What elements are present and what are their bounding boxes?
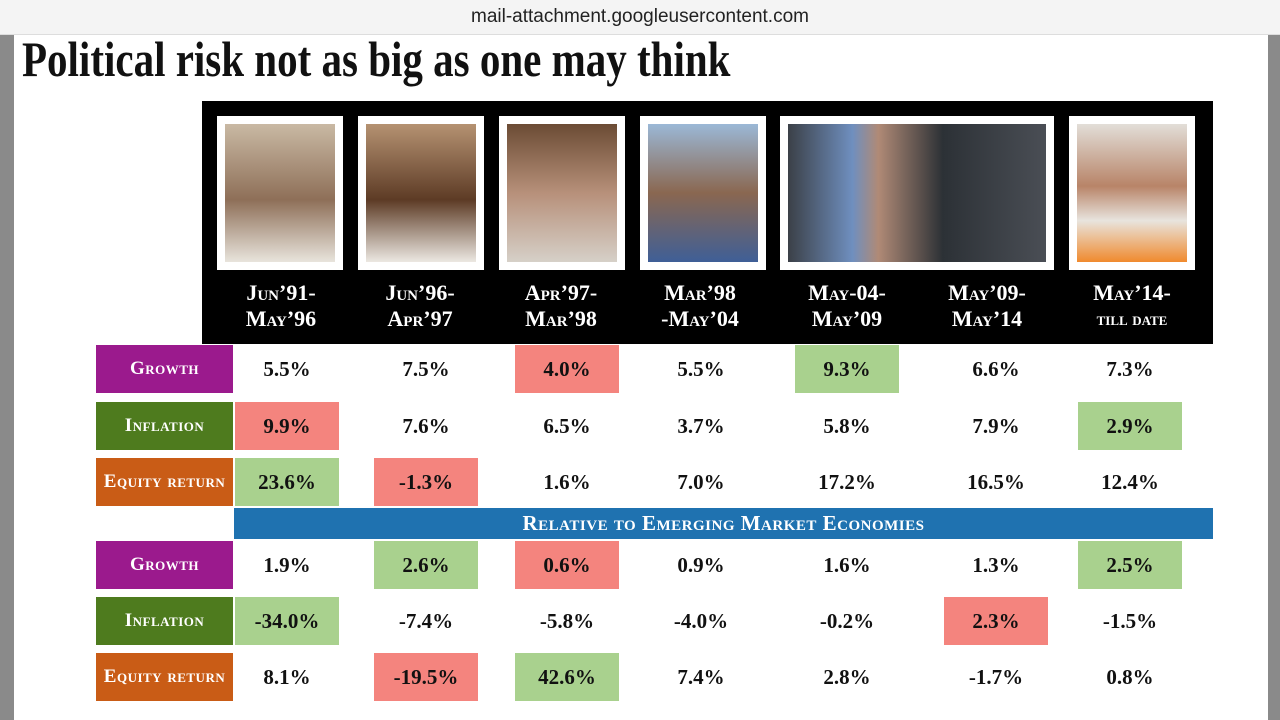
table-cell: 4.0% [515, 345, 619, 393]
period-line: Apr’97 [387, 306, 453, 331]
table-cell: -4.0% [673, 608, 729, 633]
period-line: May-04- [808, 280, 886, 305]
table-cell: -34.0% [235, 597, 339, 645]
row-label: Growth [96, 541, 233, 589]
photo [217, 116, 343, 270]
period-line: May’14 [951, 306, 1023, 331]
period-header: May-04- May’09 [777, 280, 917, 332]
table-cell: 1.6% [543, 469, 591, 494]
table-cell: -19.5% [374, 653, 478, 701]
table-cell: 7.4% [677, 664, 725, 689]
row-label: Equity return [96, 458, 233, 506]
period-line: till date [1096, 309, 1168, 329]
table-cell: 2.9% [1078, 402, 1182, 450]
table-cell: 1.3% [972, 552, 1020, 577]
row-label: Inflation [96, 597, 233, 645]
photo [499, 116, 625, 270]
table-cell: -1.3% [374, 458, 478, 506]
table-cell: 7.6% [402, 413, 450, 438]
table-cell: 17.2% [818, 469, 876, 494]
table-cell: 0.9% [677, 552, 725, 577]
period-header: Apr’97- Mar’98 [491, 280, 631, 332]
table-cell: 5.5% [677, 356, 725, 381]
period-line: Jun’96- [385, 280, 455, 305]
period-header: May’09- May’14 [917, 280, 1057, 332]
period-line: May’14- [1093, 280, 1171, 305]
side-bar [1268, 35, 1280, 720]
table-cell: 7.5% [402, 356, 450, 381]
period-line: Jun’91- [246, 280, 316, 305]
table-cell: 42.6% [515, 653, 619, 701]
photo [780, 116, 1054, 270]
table-cell: 5.8% [823, 413, 871, 438]
slide-title: Political risk not as big as one may thi… [22, 31, 731, 87]
table-cell: -0.2% [819, 608, 875, 633]
table-cell: 2.6% [374, 541, 478, 589]
table-cell: 6.5% [543, 413, 591, 438]
table-cell: -1.5% [1102, 608, 1158, 633]
period-header: Jun’91- May’96 [211, 280, 351, 332]
period-line: -May’04 [661, 306, 739, 331]
browser-bar [0, 0, 1280, 35]
table-cell: 6.6% [972, 356, 1020, 381]
photo [640, 116, 766, 270]
period-line: May’09 [811, 306, 883, 331]
section-banner: Relative to Emerging Market Economies [234, 508, 1213, 539]
period-header: Jun’96- Apr’97 [350, 280, 490, 332]
table-cell: 1.9% [263, 552, 311, 577]
table-cell: 0.8% [1106, 664, 1154, 689]
row-label: Inflation [96, 402, 233, 450]
row-label: Growth [96, 345, 233, 393]
period-line: May’09- [948, 280, 1026, 305]
table-cell: 8.1% [263, 664, 311, 689]
table-cell: 7.3% [1106, 356, 1154, 381]
table-cell: 2.8% [823, 664, 871, 689]
period-line: May’96 [245, 306, 317, 331]
table-cell: 16.5% [967, 469, 1025, 494]
period-header: Mar’98 -May’04 [630, 280, 770, 332]
table-cell: 7.9% [972, 413, 1020, 438]
period-line: Mar’98 [664, 280, 736, 305]
side-bar [0, 35, 14, 720]
period-line: Mar’98 [525, 306, 597, 331]
period-line: Apr’97- [524, 280, 598, 305]
table-cell: 2.5% [1078, 541, 1182, 589]
table-cell: 1.6% [823, 552, 871, 577]
table-cell: 9.9% [235, 402, 339, 450]
photo [358, 116, 484, 270]
url[interactable]: mail-attachment.googleusercontent.com [471, 6, 809, 27]
table-cell: -7.4% [398, 608, 454, 633]
photo [1069, 116, 1195, 270]
table-cell: 23.6% [235, 458, 339, 506]
table-cell: -5.8% [539, 608, 595, 633]
table-cell: -1.7% [968, 664, 1024, 689]
table-cell: 2.3% [944, 597, 1048, 645]
table-cell: 5.5% [263, 356, 311, 381]
period-header: May’14- till date [1062, 280, 1202, 332]
table-cell: 0.6% [515, 541, 619, 589]
table-cell: 9.3% [795, 345, 899, 393]
table-cell: 12.4% [1101, 469, 1159, 494]
table-cell: 7.0% [677, 469, 725, 494]
row-label: Equity return [96, 653, 233, 701]
table-cell: 3.7% [677, 413, 725, 438]
